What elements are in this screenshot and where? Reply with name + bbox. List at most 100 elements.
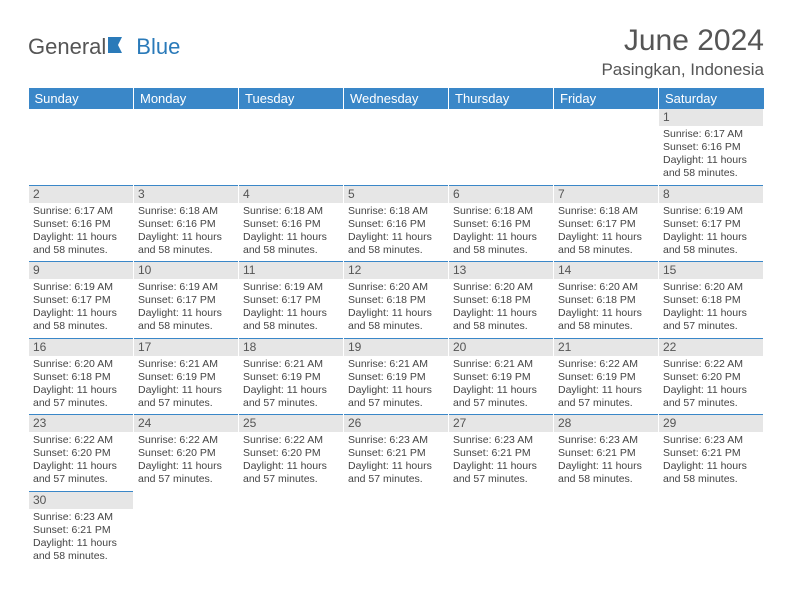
dl1-text: Daylight: 11 hours — [663, 460, 759, 473]
weekday-header: Friday — [554, 88, 659, 109]
sunrise-text: Sunrise: 6:23 AM — [558, 434, 654, 447]
dl2-text: and 57 minutes. — [33, 397, 129, 410]
dl2-text: and 58 minutes. — [33, 550, 129, 563]
sunset-text: Sunset: 6:16 PM — [33, 218, 129, 231]
sunset-text: Sunset: 6:16 PM — [138, 218, 234, 231]
sunrise-text: Sunrise: 6:17 AM — [663, 128, 759, 141]
calendar-cell: 15Sunrise: 6:20 AMSunset: 6:18 PMDayligh… — [659, 262, 764, 339]
sunrise-text: Sunrise: 6:19 AM — [663, 205, 759, 218]
calendar-row: 16Sunrise: 6:20 AMSunset: 6:18 PMDayligh… — [29, 338, 764, 415]
weekday-header: Sunday — [29, 88, 134, 109]
dl1-text: Daylight: 11 hours — [348, 460, 444, 473]
dl2-text: and 58 minutes. — [453, 320, 549, 333]
day-number: 9 — [29, 262, 133, 279]
day-number: 30 — [29, 492, 133, 509]
calendar-cell: 4Sunrise: 6:18 AMSunset: 6:16 PMDaylight… — [239, 185, 344, 262]
calendar-cell: 18Sunrise: 6:21 AMSunset: 6:19 PMDayligh… — [239, 338, 344, 415]
day-number: 25 — [239, 415, 343, 432]
weekday-header: Thursday — [449, 88, 554, 109]
calendar-cell — [134, 109, 239, 185]
sunset-text: Sunset: 6:18 PM — [348, 294, 444, 307]
sunrise-text: Sunrise: 6:20 AM — [348, 281, 444, 294]
dl1-text: Daylight: 11 hours — [663, 384, 759, 397]
calendar-cell: 2 Sunrise: 6:17 AMSunset: 6:16 PMDaylight… — [29, 185, 134, 262]
dl2-text: and 58 minutes. — [33, 320, 129, 333]
dl1-text: Daylight: 11 hours — [558, 460, 654, 473]
sunrise-text: Sunrise: 6:17 AM — [33, 205, 129, 218]
sunset-text: Sunset: 6:21 PM — [348, 447, 444, 460]
calendar-cell: 26Sunrise: 6:23 AMSunset: 6:21 PMDayligh… — [344, 415, 449, 492]
sunset-text: Sunset: 6:19 PM — [243, 371, 339, 384]
day-number: 1 — [659, 109, 763, 126]
calendar-cell: 28Sunrise: 6:23 AMSunset: 6:21 PMDayligh… — [554, 415, 659, 492]
sunset-text: Sunset: 6:16 PM — [663, 141, 759, 154]
calendar-cell: 22Sunrise: 6:22 AMSunset: 6:20 PMDayligh… — [659, 338, 764, 415]
calendar-cell: 24Sunrise: 6:22 AMSunset: 6:20 PMDayligh… — [134, 415, 239, 492]
sunset-text: Sunset: 6:17 PM — [243, 294, 339, 307]
weekday-header: Monday — [134, 88, 239, 109]
sunrise-text: Sunrise: 6:23 AM — [33, 511, 129, 524]
calendar-cell: 27Sunrise: 6:23 AMSunset: 6:21 PMDayligh… — [449, 415, 554, 492]
sunset-text: Sunset: 6:21 PM — [558, 447, 654, 460]
sunset-text: Sunset: 6:20 PM — [138, 447, 234, 460]
day-number: 20 — [449, 339, 553, 356]
dl1-text: Daylight: 11 hours — [243, 384, 339, 397]
sunset-text: Sunset: 6:20 PM — [243, 447, 339, 460]
day-number: 10 — [134, 262, 238, 279]
dl2-text: and 57 minutes. — [663, 320, 759, 333]
calendar-cell: 9Sunrise: 6:19 AMSunset: 6:17 PMDaylight… — [29, 262, 134, 339]
dl1-text: Daylight: 11 hours — [453, 231, 549, 244]
sunset-text: Sunset: 6:18 PM — [663, 294, 759, 307]
dl2-text: and 58 minutes. — [138, 320, 234, 333]
calendar-cell — [134, 491, 239, 567]
dl2-text: and 58 minutes. — [558, 473, 654, 486]
sunset-text: Sunset: 6:21 PM — [33, 524, 129, 537]
sunset-text: Sunset: 6:16 PM — [348, 218, 444, 231]
sunset-text: Sunset: 6:19 PM — [558, 371, 654, 384]
dl1-text: Daylight: 11 hours — [33, 537, 129, 550]
calendar-cell: 7Sunrise: 6:18 AMSunset: 6:17 PMDaylight… — [554, 185, 659, 262]
calendar-cell: 21Sunrise: 6:22 AMSunset: 6:19 PMDayligh… — [554, 338, 659, 415]
dl2-text: and 57 minutes. — [243, 473, 339, 486]
dl1-text: Daylight: 11 hours — [33, 231, 129, 244]
day-number: 6 — [449, 186, 553, 203]
sunset-text: Sunset: 6:21 PM — [453, 447, 549, 460]
dl1-text: Daylight: 11 hours — [453, 307, 549, 320]
sunset-text: Sunset: 6:20 PM — [33, 447, 129, 460]
calendar-cell — [449, 109, 554, 185]
dl1-text: Daylight: 11 hours — [348, 231, 444, 244]
dl2-text: and 57 minutes. — [453, 473, 549, 486]
dl2-text: and 58 minutes. — [348, 320, 444, 333]
calendar-cell: 1 Sunrise: 6:17 AMSunset: 6:16 PMDaylight… — [659, 109, 764, 185]
dl1-text: Daylight: 11 hours — [33, 307, 129, 320]
dl2-text: and 57 minutes. — [453, 397, 549, 410]
dl1-text: Daylight: 11 hours — [558, 384, 654, 397]
dl1-text: Daylight: 11 hours — [663, 154, 759, 167]
sunset-text: Sunset: 6:17 PM — [663, 218, 759, 231]
dl2-text: and 57 minutes. — [33, 473, 129, 486]
day-number: 23 — [29, 415, 133, 432]
day-number: 22 — [659, 339, 763, 356]
dl2-text: and 58 minutes. — [33, 244, 129, 257]
sunset-text: Sunset: 6:17 PM — [558, 218, 654, 231]
dl1-text: Daylight: 11 hours — [138, 384, 234, 397]
dl2-text: and 57 minutes. — [138, 397, 234, 410]
weekday-header: Wednesday — [344, 88, 449, 109]
sunset-text: Sunset: 6:16 PM — [453, 218, 549, 231]
day-number: 8 — [659, 186, 763, 203]
sunrise-text: Sunrise: 6:18 AM — [243, 205, 339, 218]
sunset-text: Sunset: 6:19 PM — [348, 371, 444, 384]
day-number: 2 — [29, 186, 133, 203]
dl2-text: and 58 minutes. — [453, 244, 549, 257]
calendar-cell: 12Sunrise: 6:20 AMSunset: 6:18 PMDayligh… — [344, 262, 449, 339]
sunset-text: Sunset: 6:18 PM — [33, 371, 129, 384]
sunrise-text: Sunrise: 6:20 AM — [558, 281, 654, 294]
dl2-text: and 58 minutes. — [558, 244, 654, 257]
dl1-text: Daylight: 11 hours — [138, 460, 234, 473]
calendar-cell: 11Sunrise: 6:19 AMSunset: 6:17 PMDayligh… — [239, 262, 344, 339]
dl2-text: and 58 minutes. — [663, 167, 759, 180]
calendar-row: 9Sunrise: 6:19 AMSunset: 6:17 PMDaylight… — [29, 262, 764, 339]
calendar-cell — [554, 109, 659, 185]
sunrise-text: Sunrise: 6:23 AM — [453, 434, 549, 447]
day-number: 27 — [449, 415, 553, 432]
